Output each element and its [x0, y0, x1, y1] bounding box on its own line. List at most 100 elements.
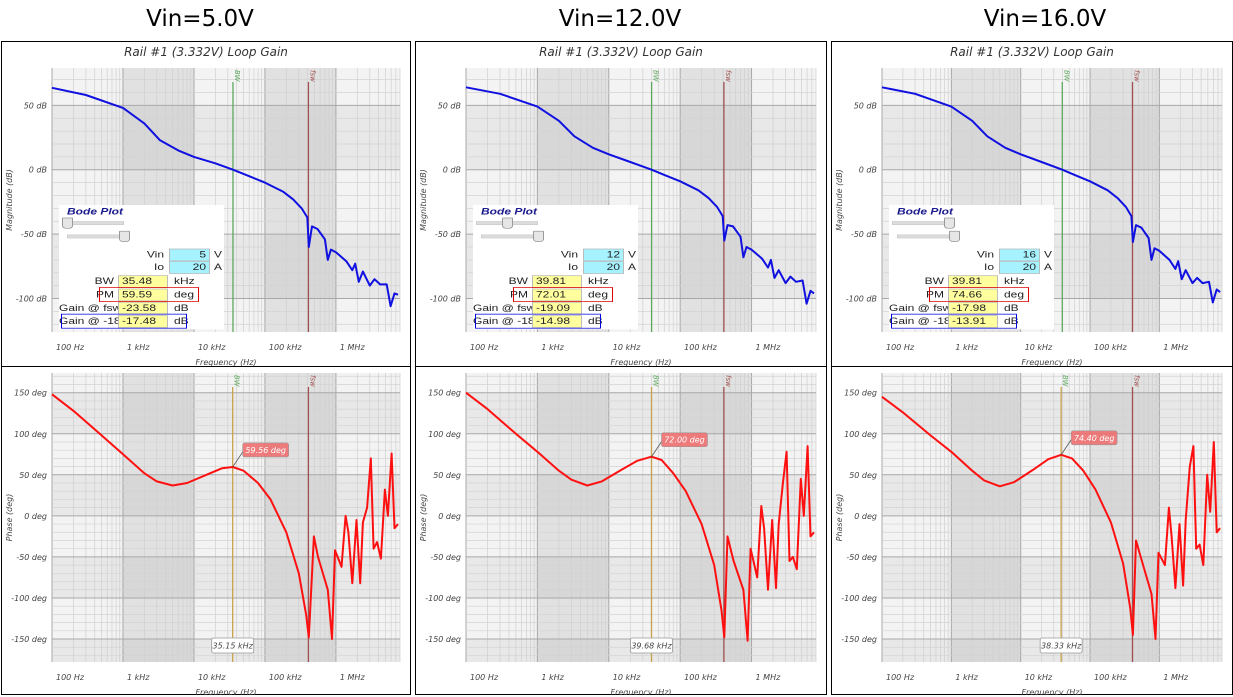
phase-panel: 100 Hz 1 kHz 10 kHz 100 kHz 1 MHz 150 deg 100 … — [832, 367, 1232, 695]
vin-slider-thumb[interactable] — [944, 217, 955, 229]
phase-chart: 100 Hz 1 kHz 10 kHz 100 kHz 1 MHz 150 deg 100 … — [835, 373, 1223, 695]
gain-fsw2-value: -23.58 — [118, 301, 168, 315]
gain-180-unit: dB — [174, 316, 189, 327]
phase-marker-callout[interactable]: 72.00 deg — [661, 432, 708, 448]
y-tick-label: -50 dB — [21, 230, 47, 239]
phase-curve — [465, 391, 815, 642]
bw-label: BW — [924, 276, 944, 287]
fsw-line-label: fsw — [308, 70, 316, 82]
x-tick-label: 1 kHz — [127, 673, 150, 682]
magnitude-panel: Rail #1 (3.332V) Loop Gain 100 Hz 1 kHz 10 … — [2, 42, 410, 367]
callout-leader — [232, 451, 244, 468]
x-tick-label: 1 kHz — [955, 673, 978, 682]
vin-input[interactable]: 5 — [169, 248, 210, 262]
phase-marker-value: 74.40 deg — [1074, 434, 1115, 443]
phase-chart: 100 Hz 1 kHz 10 kHz 100 kHz 1 MHz 150 deg 100 … — [419, 373, 817, 695]
x-tick-label: 1 MHz — [340, 673, 366, 682]
value-band — [882, 556, 1222, 598]
y-tick-label: 50 deg — [433, 471, 461, 480]
gain-fsw2-unit: dB — [1004, 302, 1019, 314]
y-tick-label: 0 deg — [24, 512, 47, 521]
x-tick-label: 10 kHz — [1025, 673, 1053, 682]
phase-chart: 100 Hz 1 kHz 10 kHz 100 kHz 1 MHz 150 deg 100 … — [5, 373, 401, 695]
x-axis-title: Frequency (Hz) — [195, 688, 256, 695]
io-unit: A — [628, 261, 637, 273]
panel-title: Bode Plot — [67, 206, 123, 217]
fsw-line-label: fsw — [1133, 375, 1141, 387]
vin-unit: V — [1044, 249, 1053, 260]
gain-180-unit: dB — [588, 316, 603, 327]
gain-fsw2-label: Gain @ fsw/2 — [59, 302, 132, 314]
value-band — [52, 556, 400, 598]
callout-box — [661, 432, 708, 448]
callout-box — [242, 442, 289, 458]
bode-plot-control-panel: Bode Plot Vin 12 V Io 20 A BW 39.81 kHz PM 72.01 deg… — [473, 205, 638, 330]
vin-slider-thumb[interactable] — [502, 217, 513, 229]
gain-fsw2-value: -17.98 — [948, 301, 998, 315]
vin-label: Vin — [560, 249, 578, 260]
y-axis-title: Phase (deg) — [5, 494, 14, 542]
pm-unit: deg — [1004, 289, 1025, 300]
bode-column-3: Rail #1 (3.332V) Loop Gain 100 Hz 1 kHz 10 … — [831, 41, 1233, 695]
decade-band — [122, 373, 194, 662]
bode-column-2: Rail #1 (3.332V) Loop Gain 100 Hz 1 kHz 10 … — [415, 41, 827, 695]
vin-input[interactable]: 12 — [583, 248, 624, 262]
vin-unit: V — [628, 249, 637, 260]
y-tick-label: 0 deg — [854, 512, 877, 521]
bw-line-label: BW — [1061, 375, 1069, 388]
decade-band — [264, 373, 336, 662]
value-band — [52, 105, 400, 170]
io-input[interactable]: 20 — [169, 261, 210, 274]
io-slider[interactable] — [897, 230, 960, 242]
frequency-marker-label[interactable]: 35.15 kHz — [211, 637, 255, 654]
y-axis-title: Phase (deg) — [419, 494, 428, 542]
io-slider-thumb[interactable] — [949, 230, 960, 242]
vin-label: Vin — [976, 249, 994, 260]
vin-slider-thumb[interactable] — [62, 217, 73, 229]
y-tick-label: 0 dB — [29, 166, 47, 175]
freq-label-box — [630, 637, 673, 654]
y-tick-label: 100 deg — [844, 430, 877, 439]
value-band — [52, 392, 400, 434]
frequency-marker-label[interactable]: 39.68 kHz — [630, 637, 673, 654]
vin-slider[interactable] — [62, 217, 124, 229]
frequency-marker-label[interactable]: 38.33 kHz — [1039, 637, 1083, 654]
io-slider-thumb[interactable] — [119, 230, 130, 242]
x-tick-label: 10 kHz — [198, 673, 226, 682]
value-band — [882, 474, 1222, 516]
phase-marker-callout[interactable]: 59.56 deg — [242, 442, 289, 458]
decade-band — [264, 68, 336, 332]
io-slider[interactable] — [481, 230, 544, 242]
gain-180-highlight-box — [475, 313, 601, 329]
magnitude-panel: Rail #1 (3.332V) Loop Gain 100 Hz 1 kHz 10 … — [832, 42, 1232, 367]
io-slider-thumb[interactable] — [533, 230, 544, 242]
gain-180-label: Gain @ -180° — [473, 316, 547, 327]
io-input[interactable]: 20 — [583, 261, 624, 274]
pm-highlight-box — [929, 287, 1029, 302]
vin-input[interactable]: 16 — [999, 248, 1040, 262]
y-tick-label: -150 deg — [841, 635, 877, 644]
y-tick-label: 50 dB — [24, 101, 47, 110]
io-slider[interactable] — [67, 230, 130, 242]
y-tick-label: -100 deg — [841, 594, 877, 603]
y-tick-label: 0 dB — [859, 166, 877, 175]
y-tick-label: 150 deg — [14, 389, 47, 398]
frequency-marker-value: 38.33 kHz — [1041, 642, 1082, 651]
decade-band — [951, 373, 1021, 662]
magnitude-curve — [51, 86, 399, 308]
freq-label-box — [1039, 637, 1083, 654]
vin-slider[interactable] — [476, 217, 538, 229]
vin-slider[interactable] — [892, 217, 955, 229]
x-tick-label: 1 kHz — [127, 343, 150, 352]
bw-unit: kHz — [588, 276, 609, 287]
phase-marker-value: 72.00 deg — [664, 436, 705, 445]
io-label: Io — [983, 261, 994, 273]
y-tick-label: -150 deg — [425, 635, 461, 644]
decade-band — [680, 68, 752, 332]
phase-marker-callout[interactable]: 74.40 deg — [1070, 430, 1118, 446]
io-unit: A — [214, 261, 223, 273]
x-tick-label: 100 Hz — [886, 343, 915, 352]
y-tick-label: -100 dB — [16, 295, 47, 304]
io-input[interactable]: 20 — [999, 261, 1040, 274]
gain-180-value: -13.91 — [948, 315, 998, 328]
